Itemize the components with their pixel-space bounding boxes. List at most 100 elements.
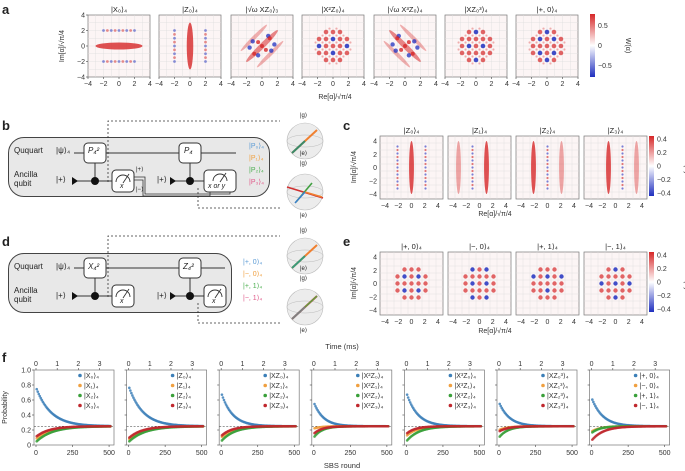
- x2-tick-label: 1: [148, 361, 152, 368]
- wigner-peak: [606, 267, 610, 271]
- wigner-peak: [613, 288, 617, 292]
- x-tick-label: −4: [517, 319, 525, 326]
- wigner-peak: [204, 29, 207, 32]
- x-tick-label: 4: [640, 319, 644, 326]
- wigner-peak: [545, 37, 550, 42]
- colorbar-tick-label: 0.4: [657, 253, 667, 260]
- wigner-peak: [556, 48, 558, 50]
- legend-marker: [356, 404, 360, 408]
- wigner-plot: −4−2024|√ω X³Z₀⟩₄: [370, 5, 438, 88]
- wigner-peak: [481, 58, 486, 63]
- x-tick-label: 0: [478, 319, 482, 326]
- x-tick-label: 2: [423, 203, 427, 210]
- wigner-peak: [474, 51, 479, 56]
- wigner-peak: [335, 48, 337, 50]
- wigner-peak: [470, 288, 474, 292]
- x-tick-label: −2: [100, 81, 108, 88]
- x2-tick-label: 3: [283, 361, 287, 368]
- wigner-lobe: [95, 43, 142, 50]
- x-tick-label: 4: [572, 319, 576, 326]
- wigner-peak: [338, 58, 343, 63]
- wigner-peak: [314, 41, 316, 43]
- plot-title: |X₀⟩₄: [111, 5, 127, 14]
- x-tick-label: 250: [622, 450, 634, 457]
- x2-tick-label: 0: [34, 361, 38, 368]
- wigner-peak: [460, 44, 465, 49]
- legend-marker: [171, 394, 175, 398]
- wigner-peak: [478, 27, 480, 29]
- colorbar-tick-label: −0.4: [657, 307, 671, 314]
- wigner-peak: [328, 62, 330, 64]
- wigner-lobe: [634, 141, 639, 194]
- wigner-peak: [477, 274, 481, 278]
- wigner-peak: [538, 274, 542, 278]
- y-tick-label: 4: [373, 139, 377, 146]
- x-tick-label: 0: [331, 81, 335, 88]
- wigner-peak: [423, 274, 427, 278]
- wigner-peak: [467, 44, 472, 49]
- bloch-g-b1: |g⟩: [300, 112, 307, 119]
- wigner-peak: [531, 288, 535, 292]
- meas-basis-d-2: x: [212, 298, 216, 305]
- wigner-peak: [606, 288, 610, 292]
- wigner-peak: [396, 184, 398, 186]
- wigner-peak: [485, 55, 487, 57]
- wigner-peak: [173, 33, 176, 36]
- wigner-peak: [492, 41, 494, 43]
- x-tick-label: 0: [478, 203, 482, 210]
- x-tick-label: 250: [530, 450, 542, 457]
- wigner-peak: [424, 152, 426, 154]
- x-tick-label: 250: [159, 450, 171, 457]
- wigner-peak: [546, 152, 548, 154]
- x-tick-label: 0: [614, 319, 618, 326]
- wigner-peak: [546, 170, 548, 172]
- x-tick-label: −4: [227, 81, 235, 88]
- wigner-peak: [460, 37, 465, 42]
- y-axis-label: Probability: [2, 391, 9, 424]
- input-state-d: |ψ⟩₄: [56, 262, 70, 271]
- wigner-peak: [621, 180, 623, 182]
- wigner-peak: [471, 152, 473, 154]
- wigner-peak: [121, 29, 124, 32]
- y-tick-label: 0.2: [21, 428, 31, 435]
- wigner-peak: [409, 274, 413, 278]
- wigner-peak: [491, 288, 495, 292]
- wigner-lobe: [409, 141, 414, 194]
- wigner-peak: [331, 44, 336, 49]
- x-tick-label: 500: [196, 450, 208, 457]
- wigner-peak: [549, 48, 551, 50]
- wigner-plot: −4−2024|+, 0⟩₄: [512, 5, 580, 88]
- wigner-peak: [402, 281, 406, 285]
- wigner-peak: [470, 267, 474, 271]
- wigner-peak: [621, 173, 623, 175]
- wigner-peak: [546, 149, 548, 151]
- wigner-peak: [559, 44, 564, 49]
- y-tick-label: −4: [369, 192, 377, 199]
- wigner-peak: [204, 45, 207, 48]
- wigner-peak: [268, 36, 272, 40]
- wigner-plot: −4−2024|Z₀⟩₄: [155, 5, 223, 88]
- wigner-plot: −4−2024|Z₂⟩₄: [516, 126, 579, 210]
- legend-label: |X²Z₃⟩₄: [362, 402, 384, 410]
- wigner-lobe: [606, 141, 611, 194]
- data-point: [128, 387, 131, 390]
- row-label-ququart-b: Ququart: [14, 146, 43, 155]
- x-tick-label: 0: [127, 450, 131, 457]
- wigner-peak: [457, 48, 459, 50]
- wigner-peak: [317, 37, 322, 42]
- wigner-peak: [338, 37, 343, 42]
- x-tick-label: 2: [419, 81, 423, 88]
- legend-label: |X²Z₂⟩₄: [362, 392, 384, 400]
- wigner-peak: [620, 288, 624, 292]
- subplot: 02505000123|Z₀⟩₄|Z₁⟩₄|Z₂⟩₄|Z₃⟩₄: [125, 361, 208, 457]
- wigner-peak: [474, 30, 479, 35]
- wigner-peak: [546, 166, 548, 168]
- legend-label: |−, 1⟩₄: [640, 402, 659, 410]
- data-point: [479, 425, 482, 428]
- wigner-peak: [627, 274, 631, 278]
- wigner-peak: [342, 55, 344, 57]
- state-list-b: |P₀⟩₄ |P₁⟩₄ |P₂⟩₄ |P₃⟩₄: [249, 141, 264, 189]
- wigner-peak: [416, 295, 420, 299]
- x-tick-label: 0: [410, 203, 414, 210]
- wigner-peak: [621, 145, 623, 147]
